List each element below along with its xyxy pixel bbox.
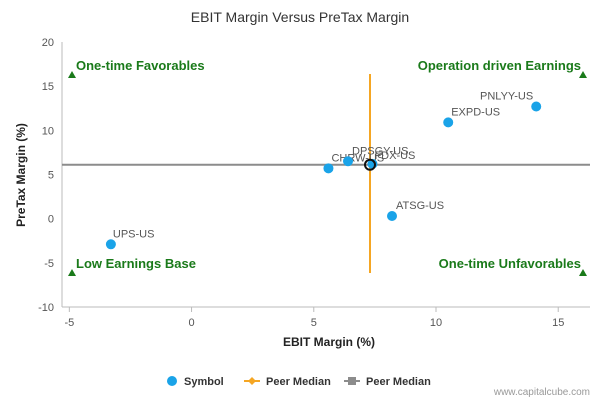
quadrant-marker-icon [68,269,76,276]
legend: Symbol Peer Median Peer Median [167,376,431,388]
legend-circle-icon [167,376,177,386]
x-tick-label: 10 [430,317,442,329]
legend-item: Peer Median [244,376,331,388]
quadrant-marker-icon [579,71,587,78]
quadrant-marker-icon [68,71,76,78]
data-point-label: ATSG-US [396,200,444,212]
data-point [531,101,542,112]
data-points: UPS-USCHRW-USDPSGY-USFDX-USATSG-USEXPD-U… [105,90,542,250]
x-tick-label: 5 [311,317,317,329]
x-tick-label: 0 [188,317,194,329]
y-tick-label: 10 [42,125,54,137]
quadrant-label: One-time Favorables [76,58,205,73]
legend-label: Peer Median [366,376,431,388]
credit-text: www.capitalcube.com [493,387,590,398]
legend-label: Symbol [184,376,224,388]
y-tick-label: 15 [42,81,54,93]
quadrant-label: Operation driven Earnings [418,58,581,73]
data-point [343,156,353,167]
data-point [105,239,116,250]
y-tick-label: 5 [48,170,54,182]
axes: -5 0 5 10 15 -10 -5 0 5 10 15 20 [38,37,590,329]
median-lines [62,74,590,273]
data-point [443,117,454,128]
quadrant-label: Low Earnings Base [76,256,196,271]
y-tick-label: 20 [42,37,54,49]
y-tick-label: -10 [38,302,54,314]
legend-label: Peer Median [266,376,331,388]
quadrant-labels: One-time Favorables Operation driven Earn… [68,58,587,276]
quadrant-label: One-time Unfavorables [439,256,581,271]
chart-title: EBIT Margin Versus PreTax Margin [191,9,409,25]
peer-median-marker [364,158,376,171]
y-tick-label: -5 [44,258,54,270]
y-tick-label: 0 [48,214,54,226]
data-point [323,163,334,174]
data-point [387,211,397,222]
quadrant-marker-icon [579,269,587,276]
x-axis-title: EBIT Margin (%) [283,335,375,349]
x-tick-label: -5 [64,317,74,329]
legend-diamond-icon [248,377,256,385]
data-point-label: PNLYY-US [480,90,533,102]
legend-square-icon [348,377,356,385]
legend-item: Peer Median [344,376,431,388]
data-point-label: DPSGY-US [352,145,408,157]
data-point-label: EXPD-US [451,106,500,118]
x-tick-label: 15 [552,317,564,329]
legend-item: Symbol [167,376,224,388]
data-point-label: UPS-US [113,228,155,240]
data-point-label: FDX-US [374,150,415,162]
y-axis-title: PreTax Margin (%) [14,123,28,227]
